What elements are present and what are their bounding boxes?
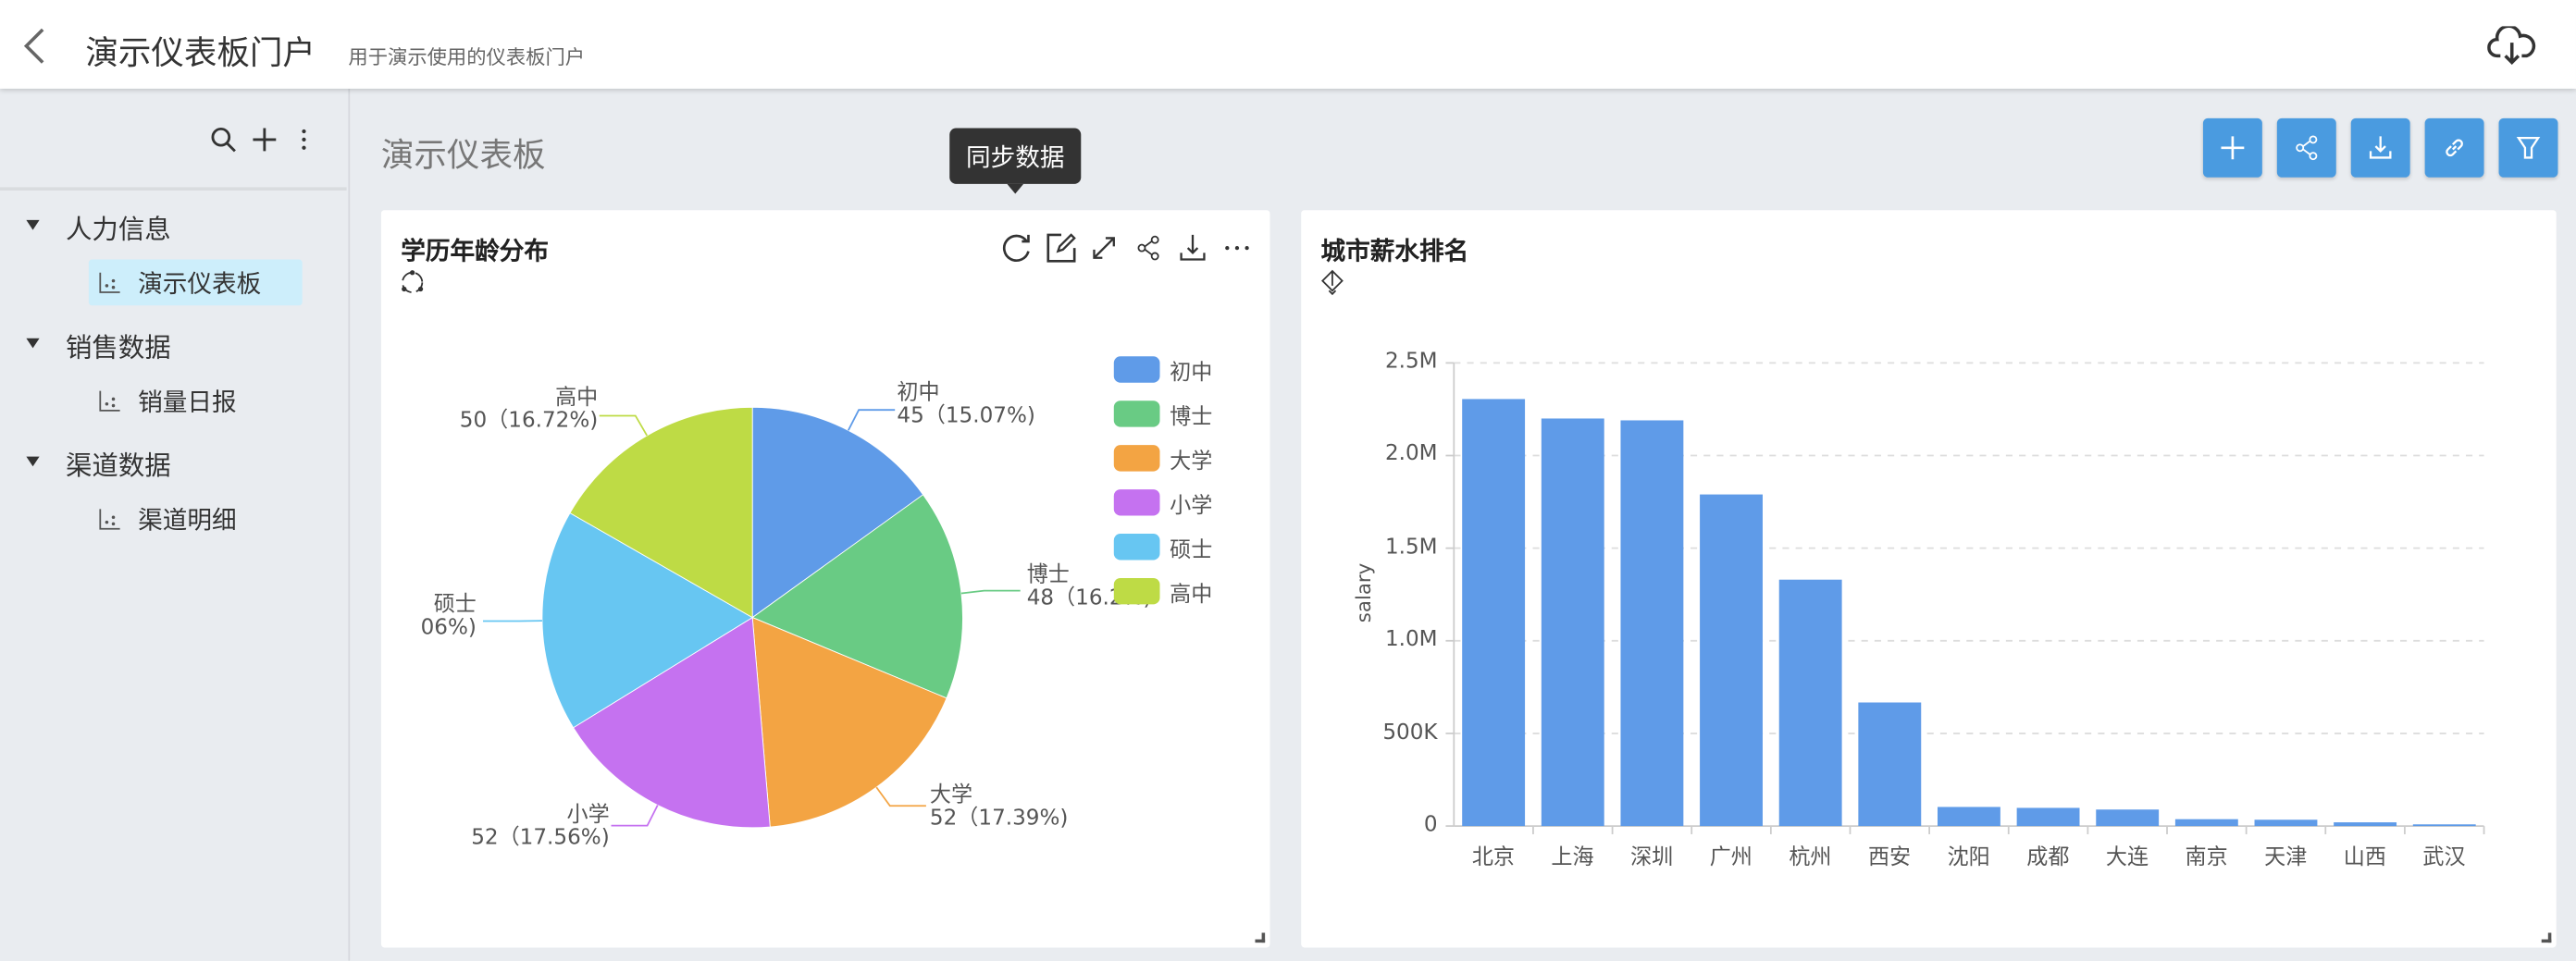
bar-5[interactable] [1858,702,1921,826]
x-tick-label: 西安 [1850,839,1928,870]
y-tick-label: 2.5M [1339,350,1438,375]
top-header: 演示仪表板门户 用于演示使用的仪表板门户 [0,0,2576,89]
bar-1[interactable] [1542,418,1604,826]
x-tick-label: 沈阳 [1929,839,2008,870]
bar-12[interactable] [2413,824,2476,826]
x-tick-label: 杭州 [1771,839,1850,870]
x-tick-label: 南京 [2167,839,2246,870]
x-tick-label: 天津 [2247,839,2325,870]
bar-2[interactable] [1620,420,1683,826]
x-tick-label: 北京 [1454,839,1532,870]
bar-3[interactable] [1700,495,1763,826]
y-tick-label: 500K [1339,721,1438,745]
x-tick-label: 武汉 [2405,839,2483,870]
x-tick-label: 山西 [2325,839,2404,870]
x-tick-label: 广州 [1691,839,1770,870]
y-tick-label: 0 [1339,813,1438,838]
bar-0[interactable] [1462,399,1525,826]
back-chevron-icon[interactable] [19,26,45,66]
y-tick-label: 1.5M [1339,535,1438,560]
portal-subtitle: 用于演示使用的仪表板门户 [348,43,585,70]
portal-title: 演示仪表板门户 [85,26,316,73]
bar-11[interactable] [2334,822,2396,826]
bar-6[interactable] [1938,807,2000,826]
x-tick-label: 深圳 [1613,839,1691,870]
x-tick-label: 成都 [2009,839,2087,870]
x-tick-label: 上海 [1533,839,1612,870]
bar-10[interactable] [2255,819,2318,826]
y-tick-label: 1.0M [1339,628,1438,653]
x-tick-label: 大连 [2087,839,2166,870]
bar-7[interactable] [2017,807,2080,826]
bar-9[interactable] [2175,819,2238,826]
y-axis-label: salary [1353,563,1376,623]
bar-4[interactable] [1779,580,1842,826]
y-tick-label: 2.0M [1339,442,1438,467]
cloud-download-icon[interactable] [2487,26,2536,66]
bar-8[interactable] [2096,809,2159,826]
tooltip: 同步数据 [949,128,1081,183]
